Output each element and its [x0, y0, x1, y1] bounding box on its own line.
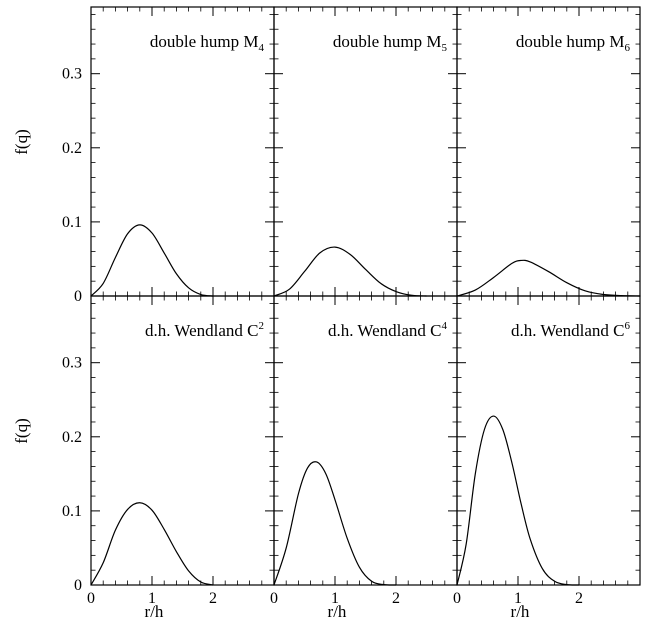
panel-title-main: double hump M — [333, 32, 442, 51]
panel-1: 0 0.1 0.2 0.3 double hump M4 — [62, 6, 275, 305]
series-line — [273, 461, 397, 586]
panel-title-index: 6 — [625, 42, 631, 54]
panel-title: d.h. Wendland C2 — [145, 320, 264, 340]
panel-title-index: 6 — [625, 320, 631, 332]
y-tick-label: 0.3 — [62, 66, 82, 83]
y-tick-label: 0 — [74, 577, 82, 594]
panel-title-main: d.h. Wendland C — [328, 321, 442, 340]
y-tick-label: 0.2 — [62, 429, 82, 446]
panel-title: d.h. Wendland C6 — [511, 320, 631, 340]
series-line — [90, 502, 214, 586]
x-tick-label: 2 — [209, 590, 217, 607]
y-tick-label: 0.1 — [62, 214, 82, 231]
panel-title: double hump M5 — [333, 32, 448, 54]
y-axis-label: f(q) — [12, 418, 31, 443]
x-tick-label: 0 — [453, 590, 461, 607]
x-tick-label: 1 — [331, 590, 339, 607]
x-axis-label: r/h — [511, 602, 530, 621]
panel-3: double hump M6 — [456, 6, 641, 297]
series-line — [273, 246, 427, 297]
panel-2: double hump M5 — [273, 6, 458, 297]
panel-title-main: double hump M — [150, 32, 259, 51]
x-tick-label: 2 — [575, 590, 583, 607]
x-tick-label: 1 — [514, 590, 522, 607]
series-line — [456, 259, 641, 297]
x-tick-label: 0 — [87, 590, 95, 607]
panel-title-main: d.h. Wendland C — [511, 321, 625, 340]
x-tick-label: 0 — [270, 590, 278, 607]
panel-title: double hump M6 — [516, 32, 631, 54]
panel-5: 0 1 2 d.h. Wendland C4 — [270, 295, 458, 607]
panel-title-index: 4 — [442, 320, 448, 332]
panel-frame — [456, 295, 641, 586]
y-tick-label: 0.1 — [62, 503, 82, 520]
series-line — [456, 415, 580, 586]
y-tick-label: 0.2 — [62, 140, 82, 157]
panel-title-index: 5 — [442, 42, 448, 54]
panel-4: 0 1 200.10.20.3d.h. Wendland C2 — [62, 295, 275, 607]
panel-6: 0 1 2 d.h. Wendland C6 — [453, 295, 641, 607]
series-line — [90, 224, 214, 297]
y-tick-label: 0 — [74, 288, 82, 305]
panel-title: double hump M4 — [150, 32, 265, 54]
y-axis-label: f(q) — [12, 129, 31, 154]
panel-title-main: d.h. Wendland C — [145, 321, 259, 340]
x-axis-label: r/h — [328, 602, 347, 621]
panel-title: d.h. Wendland C4 — [328, 320, 448, 340]
panel-title-index: 4 — [259, 42, 265, 54]
x-tick-label: 2 — [392, 590, 400, 607]
x-axis-label: r/h — [145, 602, 164, 621]
x-tick-label: 1 — [148, 590, 156, 607]
panel-title-main: double hump M — [516, 32, 625, 51]
y-tick-label: 0.3 — [62, 355, 82, 372]
panel-title-index: 2 — [259, 320, 265, 332]
